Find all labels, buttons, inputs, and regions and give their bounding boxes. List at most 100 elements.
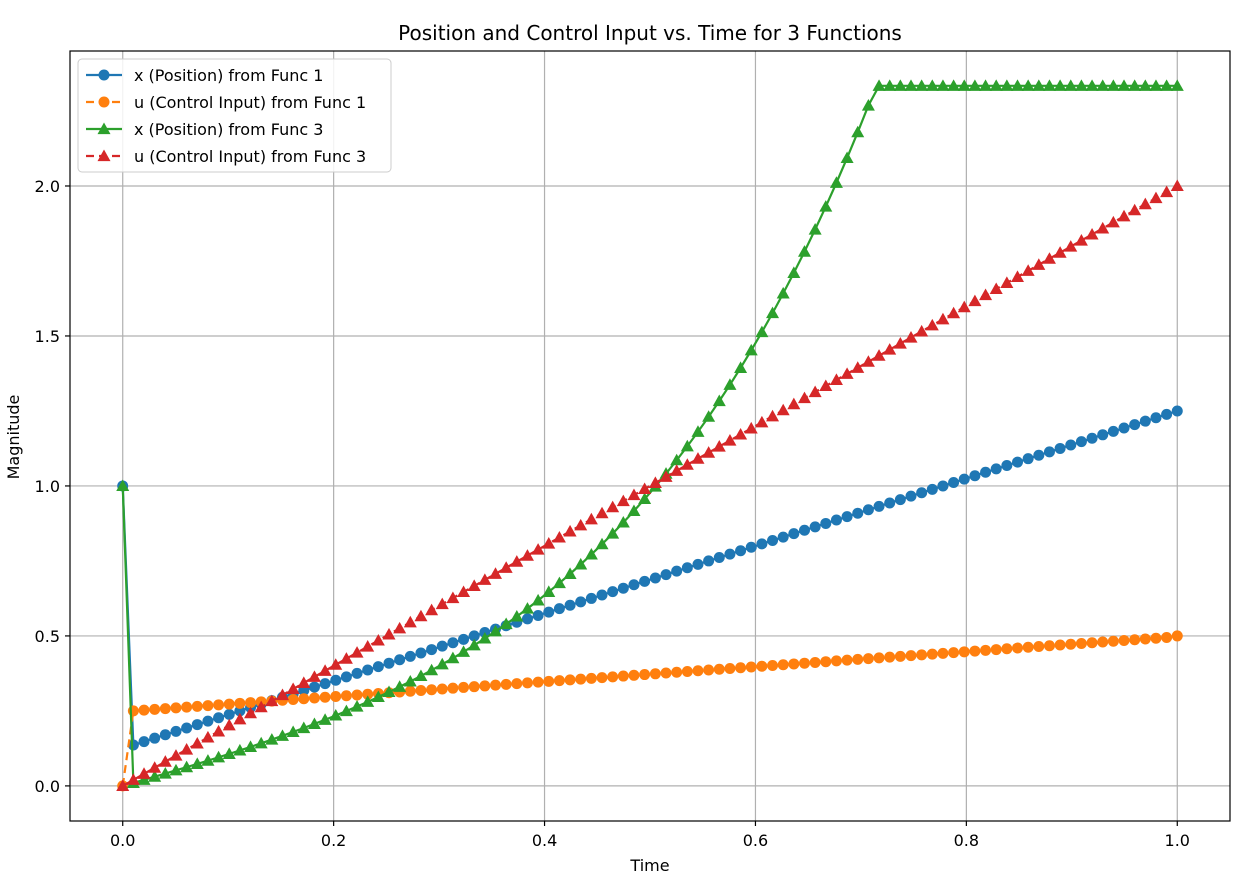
data-point <box>809 521 821 533</box>
data-point <box>755 415 769 428</box>
data-point <box>213 712 225 724</box>
data-point <box>563 524 577 537</box>
data-point <box>937 647 949 659</box>
legend-marker <box>97 122 111 135</box>
data-point <box>873 652 885 664</box>
data-point <box>840 367 854 379</box>
data-point <box>627 488 641 501</box>
x-axis-label: Time <box>629 856 669 875</box>
data-point <box>936 312 950 325</box>
data-point <box>169 749 183 761</box>
data-point <box>436 640 448 652</box>
data-point <box>563 567 577 579</box>
data-point <box>712 394 726 407</box>
data-point <box>648 476 662 488</box>
data-point <box>628 579 640 591</box>
data-point <box>149 732 161 744</box>
data-point <box>510 555 524 567</box>
data-point <box>948 477 960 489</box>
data-point <box>776 403 790 416</box>
data-point <box>275 688 289 701</box>
data-point <box>1021 79 1035 91</box>
data-point <box>564 674 576 686</box>
data-point <box>212 724 226 737</box>
data-point <box>851 125 865 138</box>
data-point <box>936 79 950 91</box>
data-point <box>1139 415 1151 427</box>
data-point <box>532 609 544 621</box>
data-point <box>499 617 513 630</box>
data-point <box>190 757 204 769</box>
data-point <box>1118 422 1130 434</box>
data-point <box>297 721 311 734</box>
data-point <box>852 507 864 519</box>
data-point <box>490 679 502 691</box>
data-point <box>712 440 726 452</box>
data-point <box>584 547 598 560</box>
data-point <box>499 561 513 573</box>
data-point <box>1064 240 1078 252</box>
data-point <box>575 596 587 608</box>
y-axis-label: Magnitude <box>4 395 23 480</box>
data-point <box>159 729 171 741</box>
data-point <box>788 528 800 540</box>
data-point <box>511 678 523 690</box>
data-point <box>415 684 427 696</box>
data-point <box>371 690 385 703</box>
data-point <box>415 647 427 659</box>
data-point <box>808 223 822 235</box>
data-point <box>181 722 193 734</box>
data-point <box>138 736 150 748</box>
y-tick-label: 0.0 <box>35 777 60 796</box>
data-point <box>1021 264 1035 276</box>
data-point <box>340 671 352 683</box>
data-point <box>947 79 961 91</box>
data-point <box>692 665 704 677</box>
data-point <box>180 760 194 773</box>
data-point <box>607 586 619 598</box>
data-point <box>213 699 225 711</box>
data-point <box>404 685 416 697</box>
data-point <box>1022 641 1034 653</box>
data-point <box>1160 185 1174 198</box>
data-point <box>1033 641 1045 653</box>
data-point <box>149 703 161 715</box>
series-2 <box>117 630 1183 792</box>
data-point <box>521 613 533 625</box>
data-point <box>916 487 928 499</box>
data-point <box>948 647 960 659</box>
data-point <box>852 653 864 665</box>
data-point <box>265 733 279 745</box>
data-point <box>435 597 449 610</box>
data-point <box>861 99 875 111</box>
data-point <box>319 691 331 703</box>
data-point <box>478 631 492 644</box>
data-point <box>127 739 139 751</box>
data-point <box>947 306 961 319</box>
data-point <box>777 531 789 543</box>
data-point <box>510 609 524 622</box>
plot-area <box>70 51 1230 821</box>
data-point <box>158 755 172 767</box>
data-point <box>1128 79 1142 91</box>
data-point <box>745 661 757 673</box>
data-point <box>1149 79 1163 91</box>
data-point <box>158 767 172 779</box>
data-point <box>286 682 300 695</box>
data-point <box>776 286 790 299</box>
data-point <box>1086 637 1098 649</box>
data-point <box>1086 432 1098 444</box>
data-point <box>489 567 503 579</box>
data-point <box>1033 449 1045 461</box>
legend-label: u (Control Input) from Func 3 <box>134 147 366 166</box>
data-point <box>531 543 545 555</box>
data-point <box>829 373 843 385</box>
data-point <box>468 630 480 642</box>
data-point <box>234 697 246 709</box>
data-point <box>308 692 320 704</box>
data-point <box>1096 221 1110 234</box>
data-point <box>362 688 374 700</box>
data-point <box>884 651 896 663</box>
data-point <box>616 515 630 528</box>
data-point <box>926 648 938 660</box>
